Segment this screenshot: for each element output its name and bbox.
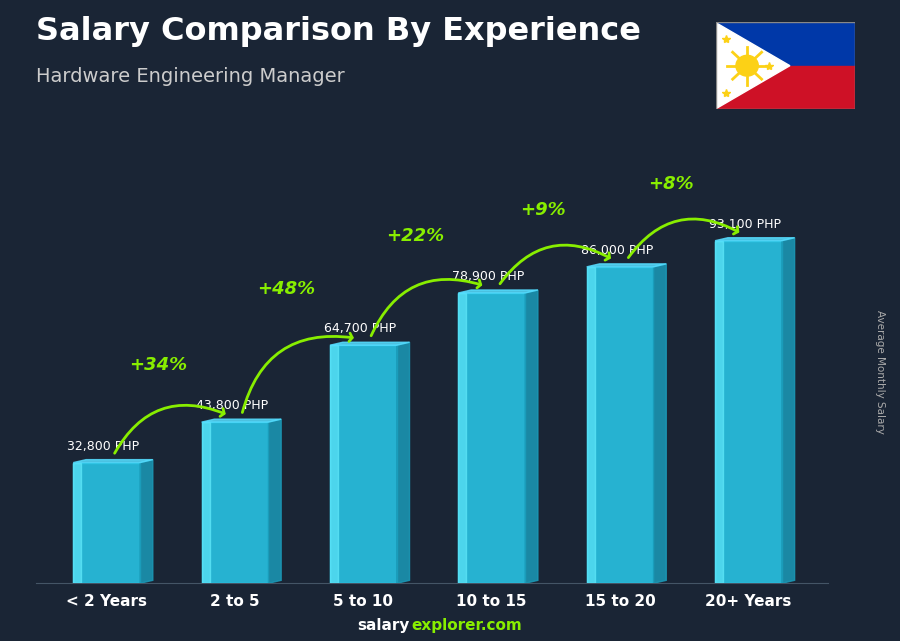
Bar — [458, 293, 525, 583]
Polygon shape — [330, 342, 410, 345]
Text: +9%: +9% — [520, 201, 566, 219]
Text: 93,100 PHP: 93,100 PHP — [709, 218, 781, 231]
Bar — [458, 293, 466, 583]
Text: Salary Comparison By Experience: Salary Comparison By Experience — [36, 16, 641, 47]
Bar — [330, 345, 338, 583]
Text: Average Monthly Salary: Average Monthly Salary — [875, 310, 886, 434]
Text: Hardware Engineering Manager: Hardware Engineering Manager — [36, 67, 345, 87]
Bar — [715, 241, 782, 583]
Bar — [330, 345, 397, 583]
Polygon shape — [716, 22, 790, 109]
Circle shape — [736, 55, 759, 76]
Polygon shape — [587, 264, 666, 267]
Polygon shape — [525, 290, 538, 583]
Text: explorer.com: explorer.com — [411, 618, 522, 633]
Bar — [716, 66, 855, 109]
Polygon shape — [715, 238, 795, 241]
Text: 32,800 PHP: 32,800 PHP — [68, 440, 140, 453]
Polygon shape — [458, 290, 538, 293]
Text: 64,700 PHP: 64,700 PHP — [324, 322, 396, 335]
Text: 86,000 PHP: 86,000 PHP — [580, 244, 652, 257]
Text: +34%: +34% — [129, 356, 187, 374]
Bar — [73, 463, 81, 583]
Text: +22%: +22% — [385, 228, 444, 246]
Polygon shape — [140, 460, 153, 583]
Polygon shape — [653, 264, 666, 583]
Bar — [716, 22, 855, 66]
Bar — [202, 422, 210, 583]
Text: 78,900 PHP: 78,900 PHP — [452, 270, 525, 283]
Bar — [587, 267, 595, 583]
Text: 43,800 PHP: 43,800 PHP — [195, 399, 267, 412]
Bar — [202, 422, 268, 583]
Text: +48%: +48% — [257, 279, 315, 297]
Polygon shape — [782, 238, 795, 583]
Polygon shape — [268, 419, 281, 583]
Polygon shape — [202, 419, 281, 422]
Bar — [587, 267, 653, 583]
Bar — [73, 463, 140, 583]
Bar — [715, 241, 723, 583]
Text: +8%: +8% — [649, 175, 694, 193]
Text: salary: salary — [357, 618, 410, 633]
Polygon shape — [397, 342, 410, 583]
Polygon shape — [73, 460, 153, 463]
